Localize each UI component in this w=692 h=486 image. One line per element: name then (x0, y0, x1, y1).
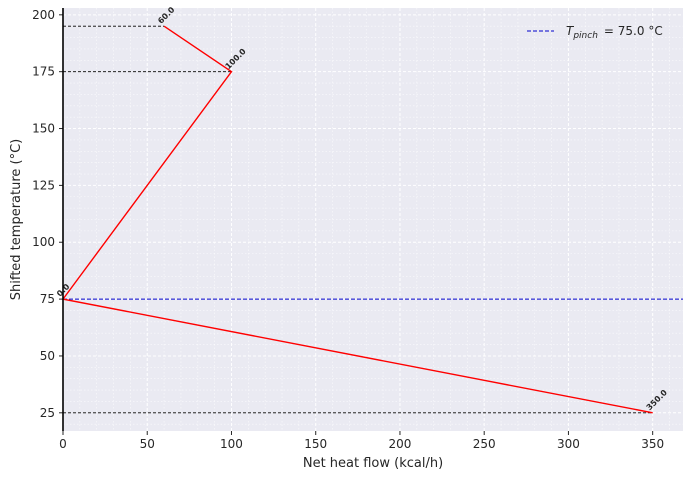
legend-label: Tpinch = 75.0 °C (566, 24, 663, 41)
series-line (61, 25, 653, 414)
y-tick-label: 200 (32, 8, 55, 22)
legend-symbol: T (566, 24, 575, 38)
guide-lines (63, 25, 653, 414)
x-tick-label: 150 (304, 437, 327, 451)
y-axis-ticks: 25 50 75 100 125 150 175 200 (32, 8, 63, 420)
x-tick-label: 50 (140, 437, 155, 451)
x-tick-label: 250 (473, 437, 496, 451)
x-tick-label: 100 (220, 437, 243, 451)
y-tick-label: 175 (32, 65, 55, 79)
plot-area (63, 8, 683, 431)
y-tick-label: 75 (40, 292, 55, 306)
x-tick-label: 0 (59, 437, 67, 451)
x-axis-title: Net heat flow (kcal/h) (303, 456, 443, 471)
legend: Tpinch = 75.0 °C (527, 24, 663, 41)
x-tick-label: 350 (641, 437, 664, 451)
x-tick-label: 300 (557, 437, 580, 451)
y-tick-label: 50 (40, 349, 55, 363)
x-tick-label: 200 (389, 437, 412, 451)
legend-value: = 75.0 °C (604, 24, 663, 38)
y-tick-label: 25 (40, 406, 55, 420)
y-tick-label: 125 (32, 178, 55, 192)
y-tick-label: 150 (32, 122, 55, 136)
y-tick-label: 100 (32, 235, 55, 249)
grid (62, 8, 683, 431)
y-axis-title: Shifted temperature (°C) (9, 139, 24, 301)
x-axis-ticks: 0 50 100 150 200 250 300 350 (59, 431, 664, 451)
legend-subscript: pinch (572, 31, 598, 41)
